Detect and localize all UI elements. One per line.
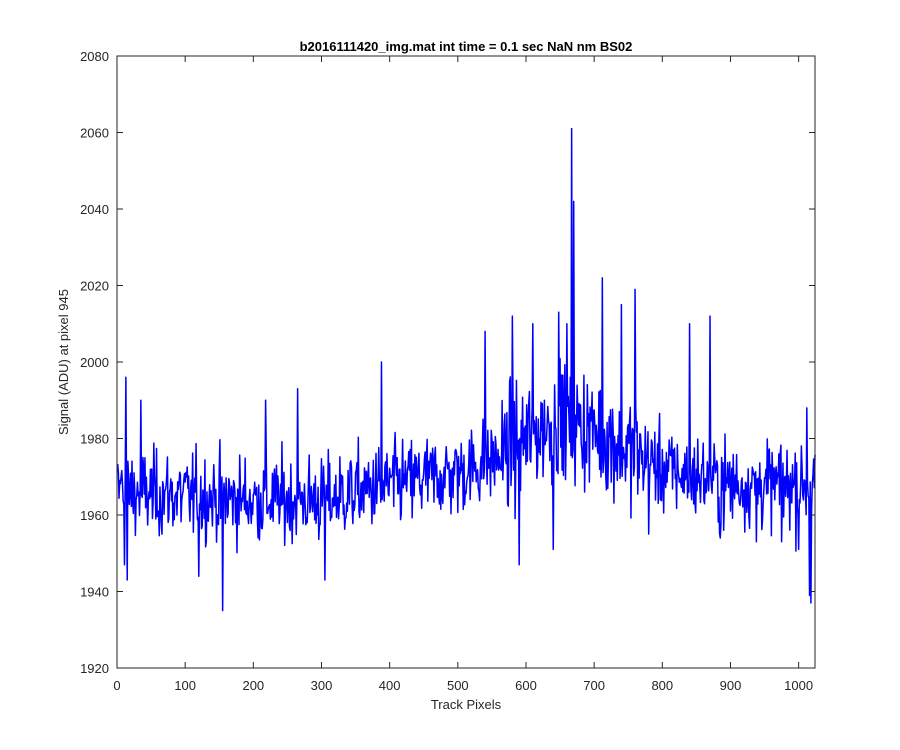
x-tick-label: 600 [515, 678, 537, 693]
x-axis: 0 100 200 300 400 500 600 700 800 900 1000 [113, 56, 813, 693]
y-axis-label: Signal (ADU) at pixel 945 [56, 289, 71, 435]
y-tick-label: 1920 [80, 661, 109, 676]
y-tick-label: 2080 [80, 49, 109, 64]
x-tick-label: 400 [379, 678, 401, 693]
y-tick-label: 1960 [80, 508, 109, 523]
series-layer [116, 127, 816, 612]
y-tick-label: 2020 [80, 279, 109, 294]
chart-title: b2016111420_img.mat int time = 0.1 sec N… [300, 39, 633, 54]
x-tick-label: 0 [113, 678, 120, 693]
y-axis: 1920 1940 1960 1980 2000 2020 2040 2060 2080 [80, 49, 815, 676]
x-tick-label: 500 [447, 678, 469, 693]
series-line [116, 127, 816, 612]
x-tick-label: 300 [311, 678, 333, 693]
x-tick-label: 100 [174, 678, 196, 693]
x-tick-label: 900 [720, 678, 742, 693]
y-tick-label: 2040 [80, 202, 109, 217]
plot-box [116, 55, 816, 669]
x-tick-label: 200 [242, 678, 264, 693]
x-tick-label: 1000 [784, 678, 813, 693]
plot-area [117, 56, 815, 668]
y-tick-label: 1980 [80, 432, 109, 447]
y-tick-label: 2000 [80, 355, 109, 370]
y-tick-label: 1940 [80, 585, 109, 600]
x-tick-label: 800 [651, 678, 673, 693]
x-tick-label: 700 [583, 678, 605, 693]
y-tick-label: 2060 [80, 126, 109, 141]
x-axis-label: Track Pixels [431, 697, 502, 712]
